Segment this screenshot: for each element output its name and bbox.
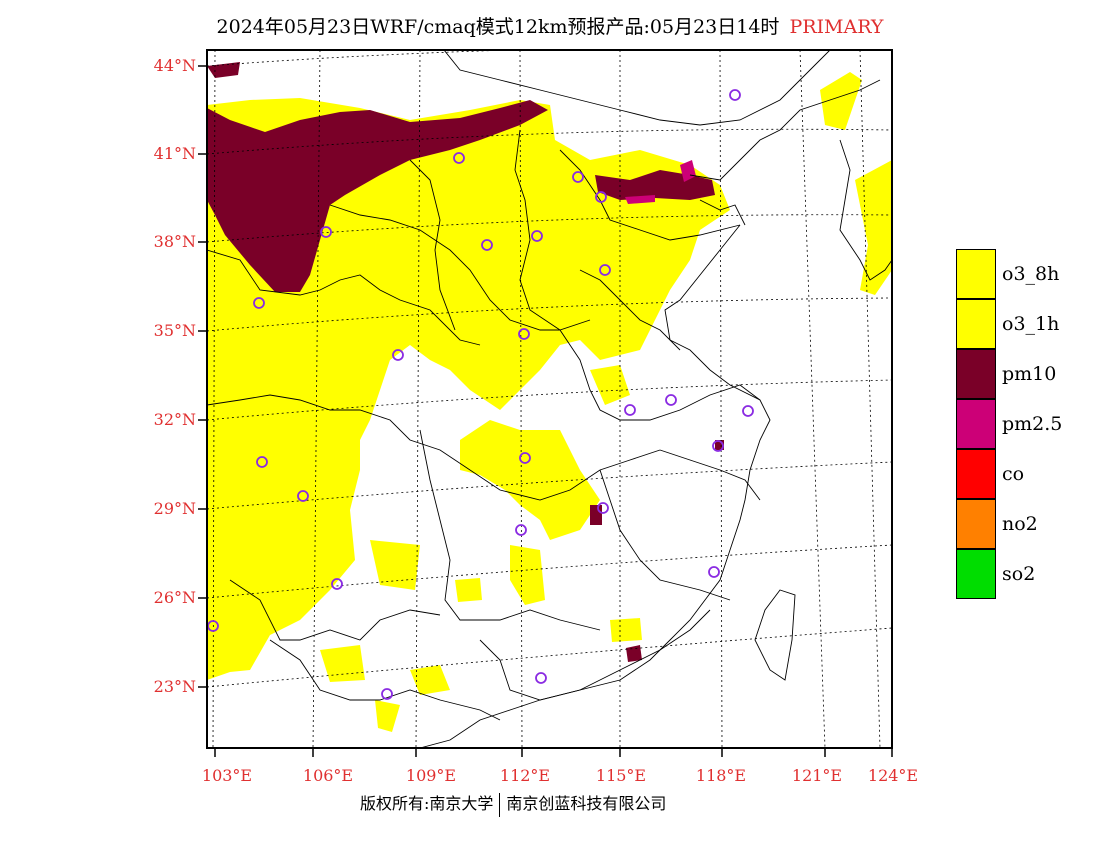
axis-ticks <box>198 65 893 757</box>
legend-label: pm10 <box>1002 363 1057 385</box>
graticule <box>207 50 892 748</box>
lon-label-118: 118°E <box>695 766 747 785</box>
legend-label: no2 <box>1002 513 1038 535</box>
station-circle-icon <box>515 524 527 536</box>
lon-label-112: 112°E <box>499 766 551 785</box>
lon-label-103: 103°E <box>201 766 253 785</box>
lat-label-29: 29°N <box>153 499 196 518</box>
station-circle-icon <box>256 456 268 468</box>
lat-label-38: 38°N <box>153 232 196 251</box>
station-circle-icon <box>599 264 611 276</box>
ozone-region-center <box>460 420 600 540</box>
footer-owner: 版权所有:南京大学 <box>360 794 494 813</box>
lat-label-35: 35°N <box>153 321 196 340</box>
station-circle-icon <box>531 230 543 242</box>
ozone-region-patch-9 <box>455 578 482 602</box>
legend-label: co <box>1002 463 1025 485</box>
pm10-spot-guangdong <box>626 645 642 662</box>
legend-label: so2 <box>1002 563 1036 585</box>
station-circle-icon <box>708 566 720 578</box>
pm25-region-northeast <box>625 160 696 204</box>
station-circle-icon <box>572 171 584 183</box>
station-circle-icon <box>665 394 677 406</box>
lat-label-41: 41°N <box>153 144 196 163</box>
legend-label: o3_1h <box>1002 313 1060 335</box>
lat-label-26: 26°N <box>153 588 196 607</box>
station-circle-icon <box>535 672 547 684</box>
legend-swatch <box>956 399 996 449</box>
copyright-footer: 版权所有:南京大学 南京创蓝科技有限公司 <box>360 790 666 817</box>
boundaries <box>207 50 892 748</box>
legend-swatch <box>956 349 996 399</box>
lon-label-124: 124°E <box>867 766 919 785</box>
lat-label-44: 44°N <box>153 56 196 75</box>
station-circle-icon <box>624 404 636 416</box>
footer-company: 南京创蓝科技有限公司 <box>506 794 667 813</box>
station-circle-icon <box>331 578 343 590</box>
legend-swatch <box>956 449 996 499</box>
ozone-region-patch-4 <box>320 645 365 682</box>
title-text: 2024年05月23日WRF/cmaq模式12km预报产品:05月23日14时 <box>216 16 780 38</box>
legend-label: pm2.5 <box>1002 413 1063 435</box>
ozone-region-patch-7 <box>820 72 862 130</box>
legend-swatch <box>956 549 996 599</box>
station-circle-icon <box>320 226 332 238</box>
station-circle-icon <box>481 239 493 251</box>
ozone-region-patch-1 <box>590 365 630 405</box>
station-circle-icon <box>392 349 404 361</box>
legend-label: o3_8h <box>1002 263 1060 285</box>
legend-swatch <box>956 249 996 299</box>
station-circle-icon <box>519 452 531 464</box>
lon-label-115: 115°E <box>595 766 647 785</box>
lat-label-32: 32°N <box>153 410 196 429</box>
ozone-region-patch-3 <box>370 540 420 590</box>
station-circle-icon <box>518 328 530 340</box>
ozone-region-patch-5 <box>410 665 450 695</box>
map-frame <box>206 49 893 749</box>
station-circle-icon <box>742 405 754 417</box>
ozone-region-patch-8 <box>855 160 892 295</box>
ozone-region-patch-6 <box>375 700 400 732</box>
pm10-region <box>207 100 548 292</box>
station-markers <box>207 89 754 700</box>
legend-swatch <box>956 499 996 549</box>
legend-swatch <box>956 299 996 349</box>
pm10-spot-east <box>590 440 724 525</box>
station-circle-icon <box>381 688 393 700</box>
station-circle-icon <box>712 440 724 452</box>
footer-divider <box>499 792 501 817</box>
title-tag: PRIMARY <box>789 16 884 38</box>
lon-label-106: 106°E <box>302 766 354 785</box>
station-circle-icon <box>453 152 465 164</box>
station-circle-icon <box>253 297 265 309</box>
ozone-region-patch-10 <box>610 618 642 642</box>
lon-label-121: 121°E <box>791 766 843 785</box>
station-circle-icon <box>595 191 607 203</box>
lon-label-109: 109°E <box>405 766 457 785</box>
map-title: 2024年05月23日WRF/cmaq模式12km预报产品:05月23日14时 P… <box>0 12 1100 39</box>
station-circle-icon <box>297 490 309 502</box>
ozone-region-patch-2 <box>510 545 545 605</box>
lat-label-23: 23°N <box>153 677 196 696</box>
ozone-region-west <box>207 98 730 680</box>
station-circle-icon <box>729 89 741 101</box>
station-circle-icon <box>597 502 609 514</box>
map-content <box>207 50 892 748</box>
